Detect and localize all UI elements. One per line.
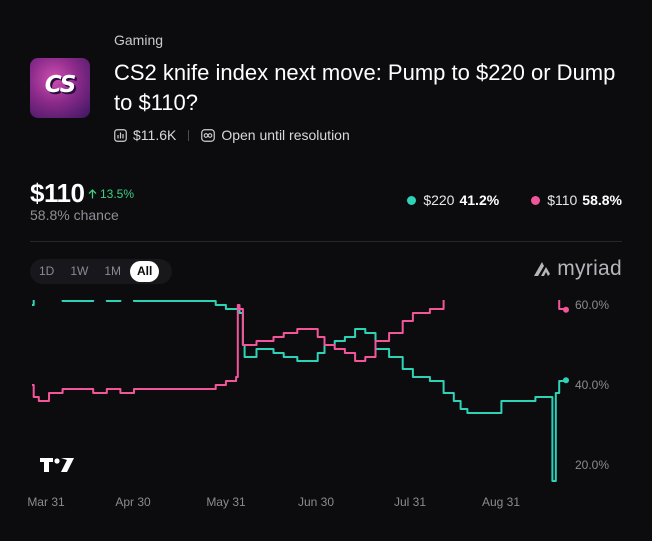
legend-label: $220 (423, 192, 455, 208)
y-tick-label: 40.0% (575, 378, 609, 392)
myriad-logo-icon (534, 262, 551, 276)
meta-separator (188, 129, 190, 141)
legend-dot-icon (531, 195, 541, 205)
series-line-0 (32, 300, 567, 482)
y-axis: 80.0%60.0%40.0%20.0% (575, 300, 609, 472)
range-1m[interactable]: 1M (104, 264, 122, 278)
price-summary: $110 13.5% 58.8% chance $220 41.2% $110 … (30, 178, 622, 224)
legend-item-220: $220 41.2% (407, 192, 499, 208)
clock-icon (201, 128, 216, 142)
x-axis: Mar 31 Apr 30 May 31 Jun 30 Jul 31 Aug 31 (27, 495, 520, 509)
range-1w[interactable]: 1W (70, 264, 89, 278)
legend-dot-icon (407, 195, 417, 205)
x-tick-label: Aug 31 (482, 495, 520, 509)
legend-value: 58.8% (582, 192, 622, 208)
current-price: $110 (30, 178, 85, 208)
market-category[interactable]: Gaming (114, 32, 164, 48)
chart-legend: $220 41.2% $110 58.8% (375, 192, 622, 208)
range-all[interactable]: All (130, 261, 160, 282)
x-tick-label: Jul 31 (394, 495, 426, 509)
legend-value: 41.2% (459, 192, 500, 208)
legend-item-110: $110 58.8% (531, 192, 622, 208)
bar-chart-icon (114, 128, 127, 142)
y-tick-label: 60.0% (575, 300, 609, 312)
thumbnail-logo-text: CS (44, 72, 77, 98)
market-header: CS Gaming CS2 knife index next move: Pum… (30, 30, 630, 150)
price-change-value: 13.5% (100, 187, 135, 201)
series-end-point (563, 377, 569, 384)
range-1d[interactable]: 1D (39, 264, 55, 278)
market-status: Open until resolution (221, 127, 350, 143)
volume-value: $11.6K (133, 127, 177, 143)
series-end-point (563, 306, 569, 313)
market-title: CS2 knife index next move: Pump to $220 … (114, 60, 616, 115)
y-tick-label: 20.0% (575, 458, 609, 472)
chance-label: 58.8% chance (30, 207, 119, 223)
arrow-up-icon (88, 189, 97, 199)
market-meta: $11.6K Open until resolution (114, 126, 350, 144)
brand-name: myriad (557, 257, 622, 280)
tradingview-logo-icon (40, 458, 74, 472)
x-tick-label: May 31 (206, 495, 246, 509)
series-line-1 (32, 300, 567, 402)
section-divider (30, 241, 622, 242)
chart-plot (32, 300, 569, 482)
brand-logo[interactable]: myriad (531, 257, 622, 281)
market-thumbnail[interactable]: CS (30, 58, 90, 118)
price-change: 13.5% (88, 187, 134, 201)
x-tick-label: Jun 30 (298, 495, 334, 509)
time-range-selector: 1D 1W 1M All (30, 259, 172, 284)
x-tick-label: Apr 30 (115, 495, 151, 509)
x-tick-label: Mar 31 (27, 495, 65, 509)
legend-label: $110 (547, 192, 578, 208)
